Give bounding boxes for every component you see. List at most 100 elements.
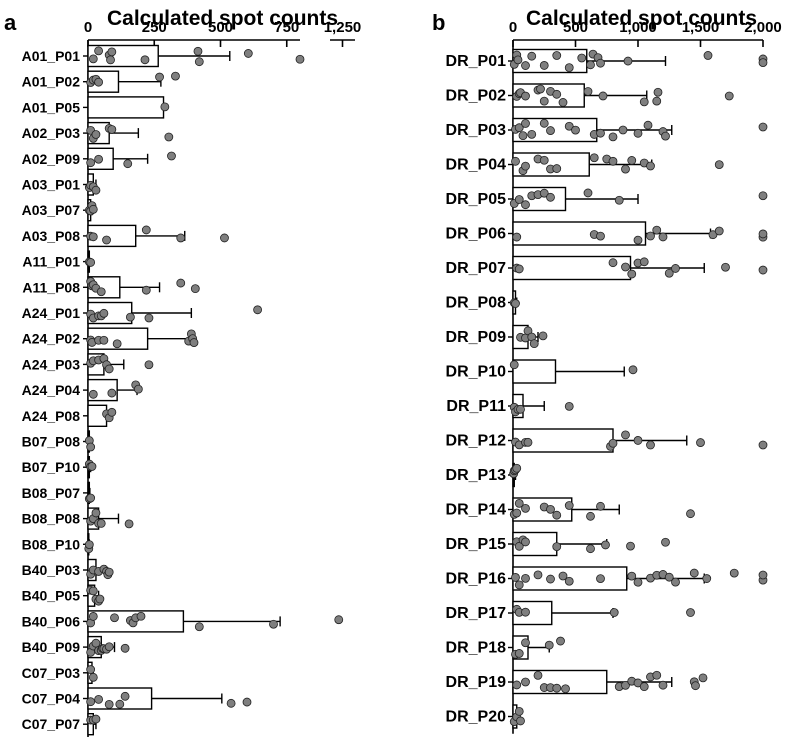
data-point bbox=[671, 577, 680, 587]
category-label: A24_P01 bbox=[22, 305, 81, 321]
data-point bbox=[633, 577, 643, 587]
data-point bbox=[546, 574, 555, 584]
category-label: A24_P08 bbox=[22, 408, 81, 424]
data-point bbox=[564, 501, 574, 510]
data-point bbox=[120, 643, 130, 653]
data-point bbox=[193, 46, 203, 56]
data-point bbox=[608, 156, 618, 166]
category-label: DR_P04 bbox=[446, 157, 507, 174]
data-point bbox=[521, 119, 530, 128]
data-point bbox=[88, 54, 98, 64]
data-point bbox=[658, 232, 668, 242]
data-point bbox=[627, 156, 637, 165]
category-label: DR_P12 bbox=[446, 433, 507, 450]
bar bbox=[87, 96, 165, 119]
data-point bbox=[99, 335, 109, 345]
x-tick-label: 1,250 bbox=[324, 19, 362, 36]
category-label: A01_P05 bbox=[22, 99, 81, 115]
data-point bbox=[86, 258, 96, 267]
data-point bbox=[167, 151, 176, 161]
data-point bbox=[596, 58, 605, 68]
category-label: A02_P09 bbox=[22, 151, 81, 167]
data-point bbox=[511, 156, 520, 166]
data-point bbox=[112, 339, 122, 349]
data-point bbox=[511, 299, 520, 308]
data-point bbox=[527, 51, 537, 61]
data-point bbox=[107, 407, 117, 417]
x-tick-label: 500 bbox=[208, 19, 233, 36]
data-point bbox=[104, 567, 114, 577]
data-point bbox=[190, 284, 200, 294]
x-tick-label: 1,000 bbox=[619, 19, 657, 36]
data-point bbox=[664, 572, 674, 582]
data-point bbox=[724, 91, 734, 101]
data-point bbox=[586, 544, 595, 554]
data-point bbox=[334, 615, 344, 625]
data-point bbox=[164, 132, 174, 142]
data-point bbox=[521, 161, 530, 171]
data-point bbox=[516, 404, 525, 414]
data-point bbox=[194, 57, 204, 67]
data-point bbox=[564, 63, 574, 73]
data-point bbox=[194, 622, 204, 632]
data-point bbox=[589, 153, 599, 163]
category-label: DR_P07 bbox=[446, 260, 507, 277]
data-point bbox=[558, 571, 568, 581]
data-point bbox=[521, 677, 530, 687]
data-point bbox=[115, 699, 125, 709]
data-point bbox=[176, 278, 186, 288]
category-label: DR_P19 bbox=[446, 674, 507, 691]
data-point bbox=[243, 49, 253, 58]
data-point bbox=[721, 262, 730, 272]
data-point bbox=[141, 225, 151, 235]
data-point bbox=[552, 683, 562, 693]
data-point bbox=[86, 493, 96, 503]
data-point bbox=[539, 188, 549, 198]
data-point bbox=[88, 586, 98, 596]
category-label: B40_P05 bbox=[22, 588, 81, 604]
data-point bbox=[556, 636, 565, 646]
category-label: A24_P02 bbox=[22, 331, 81, 347]
data-point bbox=[633, 128, 643, 138]
category-label: A11_P01 bbox=[22, 254, 80, 270]
panel-a-title: Calculated spot counts bbox=[107, 7, 338, 30]
data-point bbox=[628, 365, 638, 375]
data-point bbox=[758, 570, 768, 580]
data-point bbox=[94, 695, 103, 704]
data-point bbox=[512, 680, 522, 690]
data-point bbox=[626, 541, 635, 551]
data-point bbox=[104, 700, 114, 709]
data-point bbox=[523, 437, 533, 447]
data-point bbox=[552, 542, 562, 551]
category-label: B08_P08 bbox=[22, 511, 81, 527]
data-point bbox=[521, 503, 530, 513]
category-label: B40_P09 bbox=[22, 639, 81, 655]
category-label: B08_P10 bbox=[22, 536, 81, 552]
data-point bbox=[91, 185, 101, 195]
data-point bbox=[86, 697, 96, 707]
data-point bbox=[539, 61, 549, 70]
category-label: B08_P07 bbox=[22, 485, 81, 501]
data-point bbox=[521, 537, 530, 547]
data-point bbox=[521, 607, 530, 617]
data-point bbox=[99, 308, 109, 318]
category-label: A11_P08 bbox=[22, 279, 80, 295]
data-point bbox=[758, 440, 768, 450]
data-point bbox=[546, 504, 555, 514]
data-point bbox=[521, 573, 530, 583]
data-point bbox=[144, 360, 154, 370]
category-label: DR_P20 bbox=[446, 709, 507, 726]
data-point bbox=[714, 160, 724, 170]
category-label: DR_P05 bbox=[446, 191, 507, 208]
data-point bbox=[521, 91, 530, 101]
data-point bbox=[643, 120, 653, 130]
data-point bbox=[536, 84, 545, 94]
data-point bbox=[511, 573, 520, 582]
category-label: A01_P01 bbox=[22, 48, 81, 64]
data-point bbox=[758, 229, 768, 239]
data-point bbox=[155, 72, 164, 82]
data-point bbox=[586, 511, 595, 521]
data-point bbox=[514, 123, 524, 133]
data-point bbox=[627, 269, 637, 279]
data-point bbox=[546, 126, 555, 135]
